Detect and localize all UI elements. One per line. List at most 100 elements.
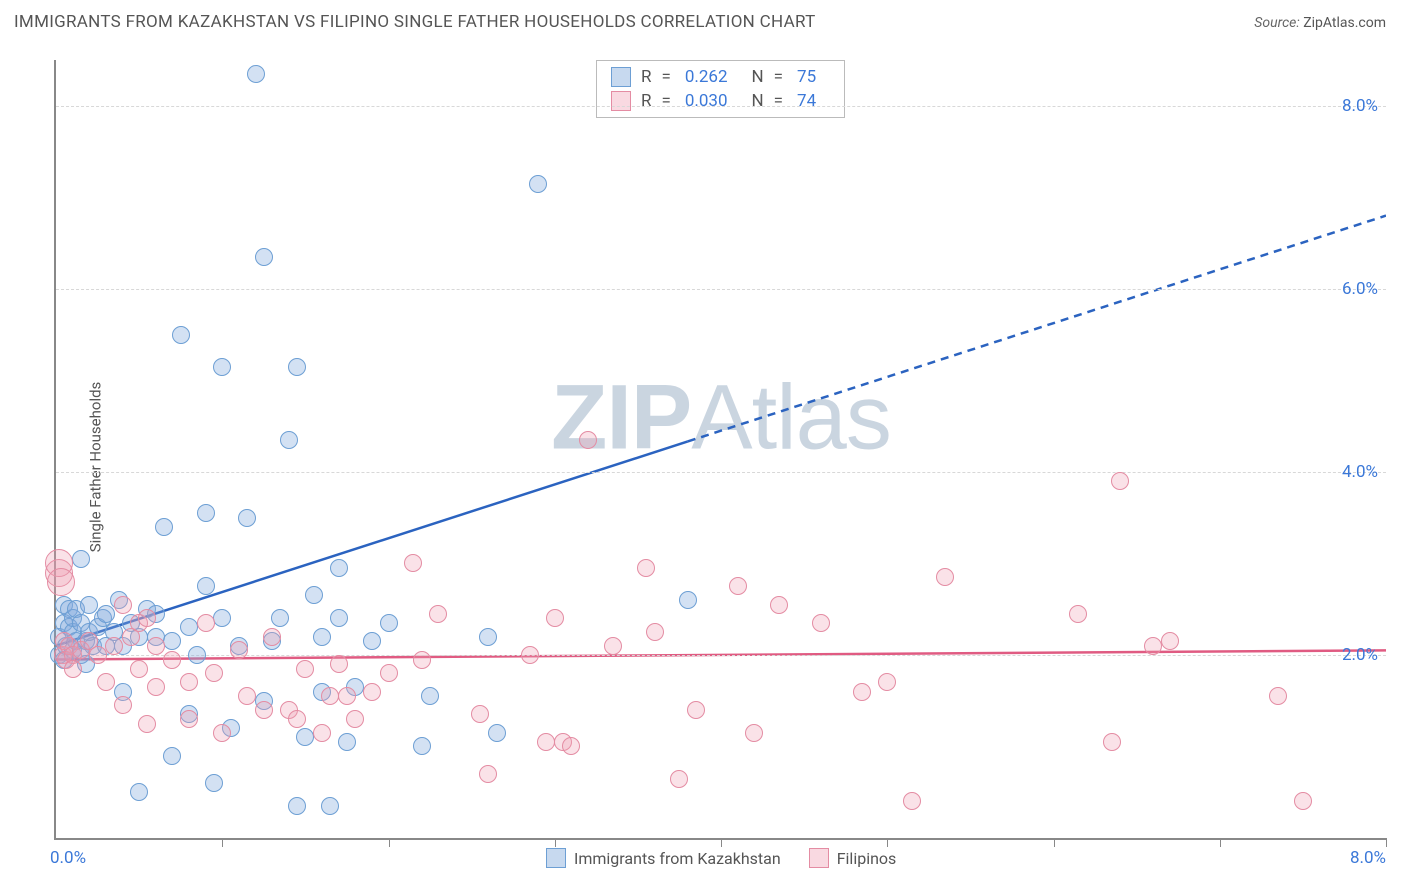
legend-item-filipinos: Filipinos: [809, 848, 897, 868]
source-attribution: Source: ZipAtlas.com: [1254, 15, 1386, 31]
scatter-point-filipinos: [729, 577, 747, 595]
scatter-point-filipinos: [1103, 733, 1121, 751]
scatter-point-filipinos: [89, 646, 107, 664]
scatter-point-kazakhstan: [313, 628, 331, 646]
plot-region: ZIPAtlas R = 0.262 N = 75 R = 0.030 N = …: [54, 60, 1386, 840]
scatter-point-kazakhstan: [421, 687, 439, 705]
scatter-point-filipinos: [97, 673, 115, 691]
legend-item-kazakhstan: Immigrants from Kazakhstan: [546, 848, 781, 868]
scatter-point-filipinos: [330, 655, 348, 673]
n-value-filipinos: 74: [797, 91, 816, 111]
scatter-point-filipinos: [687, 701, 705, 719]
x-tick-mark: [721, 838, 722, 847]
scatter-point-filipinos: [1269, 687, 1287, 705]
scatter-point-filipinos: [637, 559, 655, 577]
scatter-point-kazakhstan: [130, 783, 148, 801]
n-label: N: [752, 91, 764, 111]
scatter-point-kazakhstan: [271, 609, 289, 627]
scatter-point-kazakhstan: [188, 646, 206, 664]
scatter-point-filipinos: [413, 651, 431, 669]
x-axis-max-label: 8.0%: [1350, 848, 1386, 868]
scatter-point-kazakhstan: [197, 577, 215, 595]
scatter-point-filipinos: [1069, 605, 1087, 623]
scatter-point-kazakhstan: [247, 65, 265, 83]
x-tick-mark: [222, 838, 223, 847]
n-label: N: [752, 67, 764, 87]
scatter-point-filipinos: [197, 614, 215, 632]
chart-area: Single Father Households ZIPAtlas R = 0.…: [0, 42, 1406, 892]
scatter-point-filipinos: [114, 696, 132, 714]
scatter-point-filipinos: [238, 687, 256, 705]
scatter-point-filipinos: [1144, 637, 1162, 655]
scatter-point-filipinos: [147, 678, 165, 696]
scatter-point-filipinos: [429, 605, 447, 623]
scatter-point-kazakhstan: [380, 614, 398, 632]
scatter-point-kazakhstan: [72, 550, 90, 568]
scatter-point-kazakhstan: [172, 326, 190, 344]
scatter-point-kazakhstan: [180, 618, 198, 636]
scatter-point-kazakhstan: [238, 509, 256, 527]
scatter-point-kazakhstan: [213, 358, 231, 376]
scatter-point-filipinos: [338, 687, 356, 705]
scatter-point-kazakhstan: [488, 724, 506, 742]
scatter-point-filipinos: [163, 651, 181, 669]
scatter-point-filipinos: [346, 710, 364, 728]
scatter-point-filipinos: [114, 596, 132, 614]
scatter-point-filipinos: [321, 687, 339, 705]
legend-label-filipinos: Filipinos: [837, 849, 897, 868]
scatter-point-filipinos: [670, 770, 688, 788]
scatter-point-filipinos: [521, 646, 539, 664]
scatter-point-filipinos: [130, 660, 148, 678]
scatter-point-kazakhstan: [529, 175, 547, 193]
scatter-point-kazakhstan: [155, 518, 173, 536]
legend-label-kazakhstan: Immigrants from Kazakhstan: [574, 849, 781, 868]
scatter-point-filipinos: [1161, 632, 1179, 650]
scatter-point-kazakhstan: [321, 797, 339, 815]
scatter-point-kazakhstan: [305, 586, 323, 604]
scatter-point-kazakhstan: [363, 632, 381, 650]
chart-title: IMMIGRANTS FROM KAZAKHSTAN VS FILIPINO S…: [14, 12, 816, 32]
scatter-point-filipinos: [47, 568, 75, 596]
equals-sign: =: [774, 91, 783, 111]
swatch-blue: [546, 848, 566, 868]
swatch-pink: [809, 848, 829, 868]
r-label: R: [641, 91, 651, 111]
scatter-point-filipinos: [579, 431, 597, 449]
scatter-point-filipinos: [255, 701, 273, 719]
scatter-point-kazakhstan: [479, 628, 497, 646]
series-legend: Immigrants from Kazakhstan Filipinos: [546, 848, 896, 868]
equals-sign: =: [661, 67, 670, 87]
scatter-point-kazakhstan: [163, 747, 181, 765]
scatter-point-kazakhstan: [288, 358, 306, 376]
scatter-point-filipinos: [205, 664, 223, 682]
scatter-point-filipinos: [562, 737, 580, 755]
scatter-point-filipinos: [105, 637, 123, 655]
scatter-point-kazakhstan: [213, 609, 231, 627]
x-axis-min-label: 0.0%: [50, 848, 86, 868]
scatter-point-filipinos: [546, 609, 564, 627]
x-tick-mark: [555, 838, 556, 847]
scatter-point-filipinos: [471, 705, 489, 723]
scatter-point-filipinos: [213, 724, 231, 742]
n-value-kazakhstan: 75: [797, 67, 816, 87]
scatter-point-filipinos: [263, 628, 281, 646]
scatter-point-kazakhstan: [97, 605, 115, 623]
source-label: Source:: [1254, 15, 1299, 31]
scatter-point-filipinos: [479, 765, 497, 783]
scatter-point-filipinos: [138, 715, 156, 733]
scatter-point-filipinos: [288, 710, 306, 728]
r-label: R: [641, 67, 651, 87]
x-tick-mark: [1386, 838, 1387, 847]
equals-sign: =: [661, 91, 670, 111]
x-tick-mark: [887, 838, 888, 847]
equals-sign: =: [774, 67, 783, 87]
scatter-point-filipinos: [936, 568, 954, 586]
scatter-point-filipinos: [903, 792, 921, 810]
y-tick-label: 4.0%: [1342, 462, 1378, 482]
y-tick-label: 6.0%: [1342, 279, 1378, 299]
chart-header: IMMIGRANTS FROM KAZAKHSTAN VS FILIPINO S…: [0, 0, 1406, 40]
scatter-point-filipinos: [646, 623, 664, 641]
scatter-point-filipinos: [230, 641, 248, 659]
scatter-point-kazakhstan: [413, 737, 431, 755]
source-value: ZipAtlas.com: [1303, 15, 1386, 31]
